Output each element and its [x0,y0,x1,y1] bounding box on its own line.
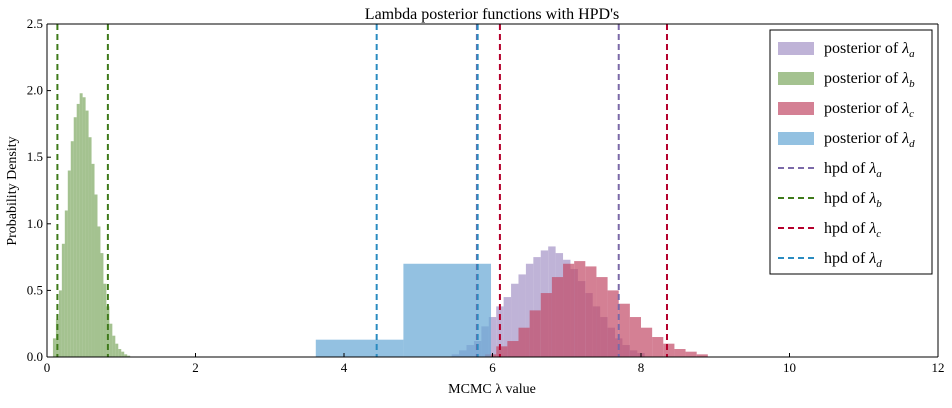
histogram-bar-b [94,194,98,357]
y-tick-label: 2.0 [27,83,43,98]
histogram-bar-a [503,297,512,357]
x-tick-label: 12 [932,360,945,375]
x-axis-label: MCMC λ value [448,382,536,397]
histogram-bar-b [61,243,65,357]
legend-label: posterior of λd [824,130,915,150]
y-tick-label: 0.5 [27,282,43,297]
histogram-bar-b [82,97,86,357]
histogram-bars [52,93,708,358]
histogram-bar-c [663,343,675,357]
histogram-bar-b [121,351,125,357]
histogram-bar-c [518,327,530,357]
histogram-bar-c [652,337,664,357]
legend-label: hpd of λd [824,250,882,270]
legend-label: hpd of λb [824,190,882,210]
histogram-bar-a [496,306,504,357]
histogram-bar-b [58,290,62,357]
hpd-lines [56,24,668,357]
x-tick-label: 4 [341,360,348,375]
series-b [52,93,131,358]
x-tick-label: 0 [44,360,51,375]
histogram-bar-c [685,351,697,357]
legend: posterior of λa posterior of λb posterior … [769,29,933,275]
histogram-bar-c [618,303,630,357]
legend-label: hpd of λa [824,160,882,180]
histogram-bar-b [52,338,56,357]
histogram-bar-b [118,349,122,357]
series-d [315,263,492,357]
legend-label: posterior of λc [824,100,914,120]
histogram-bar-c [596,277,608,357]
histogram-bar-b [103,283,107,357]
legend-label: posterior of λa [824,40,915,60]
histogram-bar-c [585,266,597,357]
histogram-bar-b [91,163,95,357]
histogram-bar-b [109,323,113,357]
legend-swatch-d [778,132,814,145]
histogram-bar-c [529,310,541,357]
x-tick-label: 8 [638,360,645,375]
histogram-bar-c [507,341,519,357]
histogram-bar-a [488,317,497,357]
histogram-bar-c [574,261,586,357]
x-tick-label: 10 [783,360,796,375]
histogram-bar-c [551,277,564,357]
x-tick-label: 2 [192,360,199,375]
histogram-bar-c [496,346,508,357]
histogram-bar-b [64,210,68,357]
histogram-bar-c [607,290,619,357]
histogram-bar-b [112,335,116,357]
legend-box [769,29,933,275]
histogram-bar-a [533,257,541,357]
chart-title: Lambda posterior functions with HPD's [365,6,619,23]
histogram-bar-b [124,354,128,357]
histogram-bar-a [525,263,534,357]
histogram-bar-a [511,283,519,357]
histogram-bar-b [67,170,71,357]
y-tick-label: 0.0 [27,349,43,364]
histogram-bar-b [70,141,74,357]
histogram-bar-a [518,274,526,357]
histogram-bar-b [115,343,119,357]
histogram-bar-c [696,354,708,357]
histogram-bar-b [106,306,110,357]
histogram-bar-b [79,93,83,357]
histogram-bar-c [629,317,641,357]
histogram-bar-b [127,355,131,357]
histogram-bar-b [100,253,104,357]
histogram-bar-c [540,293,552,357]
y-tick-label: 1.0 [27,216,43,231]
series-c [485,261,708,357]
histogram-bar-c [563,263,575,357]
histogram-bar-d [315,339,404,357]
histogram-bar-b [73,117,77,358]
legend-swatch-b [778,72,814,85]
histogram-bar-c [641,327,653,357]
legend-swatch-c [778,102,814,115]
axes: 0 2 4 6 8 10 12 0.0 0.5 1.0 1.5 2.0 2.5 [27,16,945,375]
y-axis-label: Probability Density [5,136,20,245]
y-tick-label: 1.5 [27,149,43,164]
histogram-bar-b [76,103,80,357]
legend-swatch-a [778,42,814,55]
legend-label: posterior of λb [824,70,915,90]
legend-label: hpd of λc [824,220,881,240]
histogram-bar-b [85,110,89,357]
histogram-bar-b [88,137,92,357]
histogram-bar-c [674,349,686,357]
histogram-bar-b [97,226,101,357]
y-tick-label: 2.5 [27,16,43,31]
x-tick-label: 6 [489,360,496,375]
